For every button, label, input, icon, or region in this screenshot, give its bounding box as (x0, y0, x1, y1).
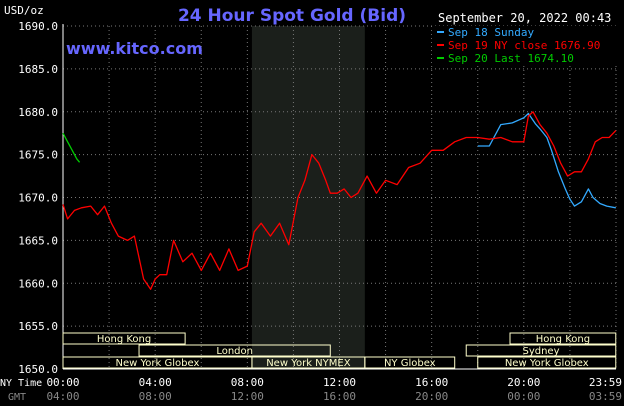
chart-title: 24 Hour Spot Gold (Bid) (178, 6, 406, 26)
legend-box (432, 26, 618, 66)
x-tick-gmt: 08:00 (139, 390, 172, 403)
series-line (477, 112, 616, 209)
session-box (465, 344, 617, 357)
x-tick-ny: 20:00 (507, 376, 540, 389)
x-tick-gmt: 03:59 (589, 390, 622, 403)
nymex-hours-highlight (251, 26, 365, 369)
session-label: New York Globex (505, 358, 589, 369)
legend-entry: Sep 18 Sunday (448, 26, 534, 39)
y-tick-label: 1665.0 (18, 234, 58, 247)
session-box (509, 332, 617, 345)
x-row2-label: GMT (8, 392, 26, 403)
y-tick-label: 1650.0 (18, 363, 58, 376)
x-tick-gmt: 16:00 (323, 390, 356, 403)
y-tick-label: 1685.0 (18, 63, 58, 76)
y-tick-label: 1680.0 (18, 106, 58, 119)
x-tick-ny: 23:59 (589, 376, 622, 389)
x-tick-ny: 04:00 (139, 376, 172, 389)
timestamp: September 20, 2022 00:43 (438, 11, 611, 25)
y-unit-label: USD/oz (4, 4, 44, 17)
price-series (62, 111, 617, 290)
session-box (138, 344, 331, 357)
x-tick-gmt: 20:00 (415, 390, 448, 403)
x-tick-labels: NY TimeGMT00:0004:0004:0008:0008:0012:00… (0, 376, 622, 403)
x-tick-gmt: 00:00 (507, 390, 540, 403)
session-box (62, 332, 186, 345)
x-row1-label: NY Time (0, 378, 42, 389)
series-line (62, 132, 81, 163)
y-tick-label: 1660.0 (18, 277, 58, 290)
x-tick-ny: 16:00 (415, 376, 448, 389)
session-box (364, 356, 456, 369)
x-tick-ny: 00:00 (46, 376, 79, 389)
session-label: New York Globex (116, 358, 200, 369)
axes (62, 24, 616, 370)
x-tick-gmt: 04:00 (46, 390, 79, 403)
source-watermark: www.kitco.com (66, 39, 203, 58)
series-line (62, 111, 617, 290)
y-tick-label: 1670.0 (18, 192, 58, 205)
session-label: London (216, 346, 253, 357)
session-box (477, 356, 617, 369)
y-tick-labels: 1690.0 1685.0 1680.0 1675.0 1670.0 1665.0 1660… (18, 20, 58, 376)
y-tick-label: 1675.0 (18, 149, 58, 162)
session-label: Sydney (522, 346, 559, 357)
session-label: Hong Kong (97, 334, 151, 345)
legend-entry: Sep 19 NY close 1676.90 (448, 39, 600, 52)
session-label: NY Globex (384, 358, 436, 369)
grid-lines (62, 25, 617, 370)
session-label: Hong Kong (536, 334, 590, 345)
y-tick-label: 1655.0 (18, 320, 58, 333)
session-label: New York NYMEX (266, 358, 351, 369)
y-tick-label: 1690.0 (18, 20, 58, 33)
legend-entry: Sep 20 Last 1674.10 (448, 52, 574, 65)
x-tick-ny: 12:00 (323, 376, 356, 389)
x-tick-ny: 08:00 (231, 376, 264, 389)
x-tick-gmt: 12:00 (231, 390, 264, 403)
